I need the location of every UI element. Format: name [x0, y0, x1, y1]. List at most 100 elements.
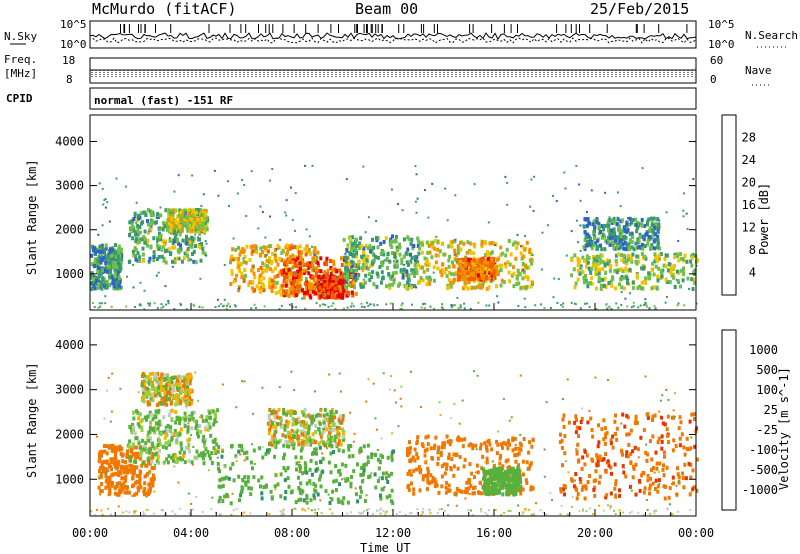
echo-speckle — [619, 205, 622, 208]
echo-cell — [138, 473, 142, 478]
echo-cell — [294, 418, 298, 423]
echo-cell — [304, 464, 308, 469]
echo-cell — [169, 429, 173, 433]
echo-cell — [255, 284, 259, 289]
echo-cell — [670, 273, 674, 278]
echo-cell — [476, 273, 480, 278]
echo-cell — [98, 274, 102, 278]
echo-speckle — [155, 274, 158, 277]
echo-cell — [199, 451, 203, 456]
echo-cell — [340, 282, 344, 287]
echo-cell — [295, 461, 299, 466]
echo-cell — [217, 499, 221, 504]
ground-scatter-cell — [366, 301, 368, 304]
echo-cell — [247, 486, 251, 491]
echo-cell — [530, 280, 534, 285]
echo-cell — [373, 472, 377, 477]
echo-cell — [97, 282, 100, 287]
echo-cell — [420, 442, 424, 447]
echo-cell — [157, 246, 161, 251]
echo-cell — [500, 466, 504, 470]
echo-cell — [523, 247, 527, 252]
echo-cell — [381, 250, 385, 254]
echo-cell — [332, 479, 336, 484]
echo-cell — [625, 223, 629, 228]
echo-cell — [625, 221, 629, 226]
echo-cell — [330, 444, 334, 449]
echo-cell — [309, 264, 313, 269]
echo-cell — [176, 386, 179, 391]
echo-cell — [169, 228, 173, 233]
echo-cell — [289, 267, 293, 272]
echo-cell — [343, 258, 346, 263]
echo-cell — [657, 256, 661, 261]
echo-cell — [397, 283, 400, 288]
echo-cell — [99, 465, 103, 470]
echo-cell — [630, 231, 634, 236]
echo-cell — [370, 250, 374, 255]
echo-cell — [524, 274, 528, 279]
echo-cell — [195, 456, 199, 461]
echo-cell — [325, 256, 329, 261]
echo-cell — [200, 242, 203, 247]
echo-cell — [134, 465, 138, 470]
echo-cell — [644, 276, 648, 281]
echo-cell — [415, 255, 419, 260]
echo-cell — [595, 220, 599, 225]
echo-cell — [359, 236, 363, 241]
ground-scatter-cell — [485, 304, 488, 307]
echo-cell — [99, 257, 103, 262]
nave-tick-top: 60 — [710, 54, 723, 67]
echo-cell — [126, 470, 130, 475]
echo-cell — [439, 450, 443, 455]
echo-cell — [365, 262, 369, 267]
echo-cell — [653, 232, 657, 237]
echo-cell — [409, 285, 413, 290]
echo-cell — [119, 258, 123, 263]
echo-cell — [130, 454, 134, 459]
echo-cell — [164, 376, 168, 381]
echo-cell — [583, 238, 587, 242]
echo-cell — [499, 245, 503, 250]
echo-cell — [203, 251, 207, 256]
echo-cell — [174, 229, 178, 234]
echo-speckle — [490, 278, 493, 281]
echo-cell — [622, 253, 626, 258]
echo-cell — [325, 427, 329, 432]
echo-speckle — [236, 192, 239, 195]
echo-cell — [669, 270, 673, 275]
echo-cell — [361, 281, 365, 286]
echo-cell — [292, 446, 296, 450]
echo-cell — [297, 277, 301, 282]
echo-cell — [282, 456, 285, 461]
echo-cell — [150, 459, 154, 464]
ground-scatter-cell — [676, 304, 679, 307]
echo-cell — [588, 281, 592, 285]
echo-cell — [489, 261, 493, 266]
echo-cell — [352, 248, 356, 253]
echo-cell — [582, 224, 586, 229]
echo-cell — [630, 259, 634, 264]
echo-cell — [237, 288, 241, 293]
echo-cell — [620, 285, 624, 290]
echo-cell — [111, 481, 114, 485]
echo-cell — [202, 450, 206, 455]
echo-cell — [129, 226, 133, 231]
echo-cell — [132, 253, 136, 258]
echo-cell — [344, 463, 348, 468]
echo-cell — [340, 280, 344, 285]
echo-cell — [105, 285, 109, 290]
echo-speckle — [367, 216, 370, 219]
echo-cell — [426, 260, 429, 265]
echo-cell — [189, 217, 193, 222]
echo-cell — [189, 417, 193, 422]
echo-cell — [492, 273, 496, 278]
echo-cell — [339, 442, 343, 447]
echo-cell — [138, 237, 142, 242]
echo-cell — [398, 245, 402, 250]
echo-cell — [350, 290, 354, 295]
echo-cell — [509, 252, 513, 257]
echo-cell — [450, 244, 454, 249]
echo-cell — [670, 267, 673, 272]
echo-cell — [456, 244, 460, 249]
